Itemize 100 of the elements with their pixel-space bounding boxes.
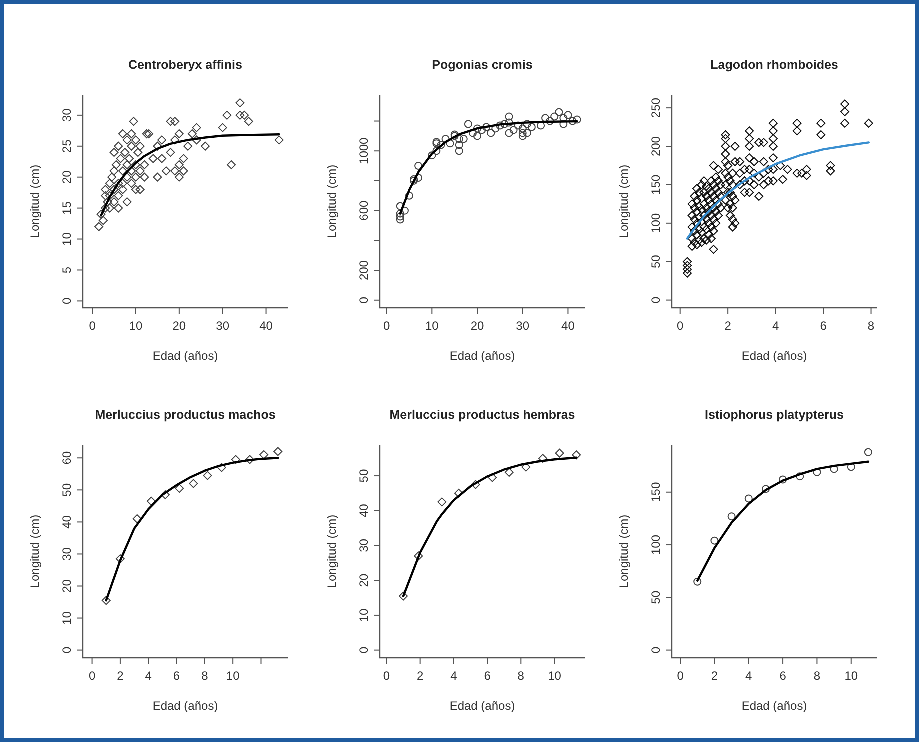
point <box>478 126 486 134</box>
x-tick-label: 20 <box>172 319 186 333</box>
point <box>504 468 514 478</box>
point <box>161 490 170 500</box>
y-tick-label: 0 <box>60 298 74 305</box>
x-tick-label: 8 <box>518 669 525 683</box>
point <box>405 192 414 200</box>
y-tick-label: 50 <box>357 469 371 483</box>
point <box>505 112 514 121</box>
y-tick-label: 20 <box>357 574 371 588</box>
y-tick-label: 50 <box>649 590 663 604</box>
x-tick-label: 30 <box>516 319 530 333</box>
point <box>864 448 872 456</box>
point <box>528 123 536 132</box>
chart-title: Pogonias cromis <box>432 58 533 72</box>
point <box>175 484 184 494</box>
point <box>514 122 522 130</box>
point <box>471 480 480 490</box>
point <box>523 120 532 128</box>
point <box>482 123 491 132</box>
point <box>446 140 454 148</box>
point <box>189 479 198 488</box>
x-axis-title: Edad (años) <box>450 699 516 713</box>
y-tick-label: 0 <box>357 646 371 654</box>
y-tick-label: 0 <box>60 646 74 654</box>
point <box>442 135 450 144</box>
y-tick-label: 150 <box>649 482 663 502</box>
point <box>454 488 464 498</box>
x-tick-label: 6 <box>484 669 492 683</box>
point <box>245 455 254 464</box>
y-tick-label: 150 <box>649 174 663 195</box>
x-tick-label: 6 <box>780 669 787 683</box>
x-tick-label: 40 <box>260 319 274 333</box>
point <box>694 578 702 586</box>
point <box>438 498 447 507</box>
y-tick-label: 40 <box>357 504 371 518</box>
x-tick-label: 4 <box>145 669 152 683</box>
x-tick-label: 0 <box>383 319 390 333</box>
y-tick-label: 50 <box>649 254 663 269</box>
y-tick-label: 20 <box>60 579 74 593</box>
point <box>274 447 283 456</box>
point <box>455 141 464 150</box>
point <box>510 126 518 134</box>
x-axis-title: Edad (años) <box>450 349 516 363</box>
chart-title: Merluccius productus machos <box>95 408 276 422</box>
point <box>505 129 514 138</box>
x-tick-label: 10 <box>425 319 440 333</box>
point <box>518 132 527 140</box>
point <box>796 472 804 481</box>
point <box>437 141 446 150</box>
x-tick-label: 0 <box>677 669 684 683</box>
y-tick-label: 30 <box>60 547 74 561</box>
point <box>546 117 554 126</box>
point <box>564 111 572 120</box>
y-tick-label: 0 <box>357 296 371 304</box>
point <box>555 448 564 458</box>
x-tick-label: 0 <box>383 669 390 683</box>
y-tick-label: 10 <box>60 232 74 246</box>
x-tick-label: 8 <box>868 319 875 333</box>
y-axis-title: Longitud (cm) <box>325 164 339 238</box>
point <box>231 455 240 464</box>
y-tick-label: 200 <box>649 136 663 157</box>
point <box>779 476 788 484</box>
y-tick-label: 15 <box>60 201 74 215</box>
point <box>573 116 582 124</box>
y-tick-label: 5 <box>60 266 74 274</box>
x-tick-label: 6 <box>173 669 180 683</box>
point <box>132 514 142 524</box>
x-axis-title: Edad (años) <box>742 699 808 713</box>
y-tick-label: 100 <box>649 534 663 556</box>
point <box>396 212 404 221</box>
point <box>762 485 770 494</box>
x-tick-label: 20 <box>470 319 485 333</box>
point <box>538 454 548 464</box>
point <box>496 122 504 130</box>
y-tick-label: 20 <box>60 170 74 184</box>
y-tick-label: 50 <box>60 483 74 497</box>
point <box>500 120 509 128</box>
x-axis-title: Edad (años) <box>152 699 218 713</box>
point <box>474 132 482 140</box>
point <box>102 596 111 606</box>
y-tick-label: 40 <box>60 515 74 529</box>
x-tick-label: 10 <box>548 669 562 683</box>
point <box>523 129 532 138</box>
chart-title: Istiophorus platypterus <box>705 408 844 422</box>
point <box>396 210 404 218</box>
y-tick-label: 100 <box>649 213 663 234</box>
point <box>728 512 736 521</box>
x-axis-title: Edad (años) <box>152 349 218 363</box>
point <box>396 202 404 210</box>
point <box>488 473 498 482</box>
x-tick-label: 30 <box>216 319 230 333</box>
y-tick-label: 10 <box>357 608 371 622</box>
x-tick-label: 4 <box>746 669 753 683</box>
x-tick-label: 4 <box>772 319 780 333</box>
point <box>464 120 472 128</box>
y-tick-label: 30 <box>357 538 371 552</box>
y-tick-label: 600 <box>357 200 371 221</box>
point <box>203 471 212 480</box>
point <box>428 152 436 160</box>
